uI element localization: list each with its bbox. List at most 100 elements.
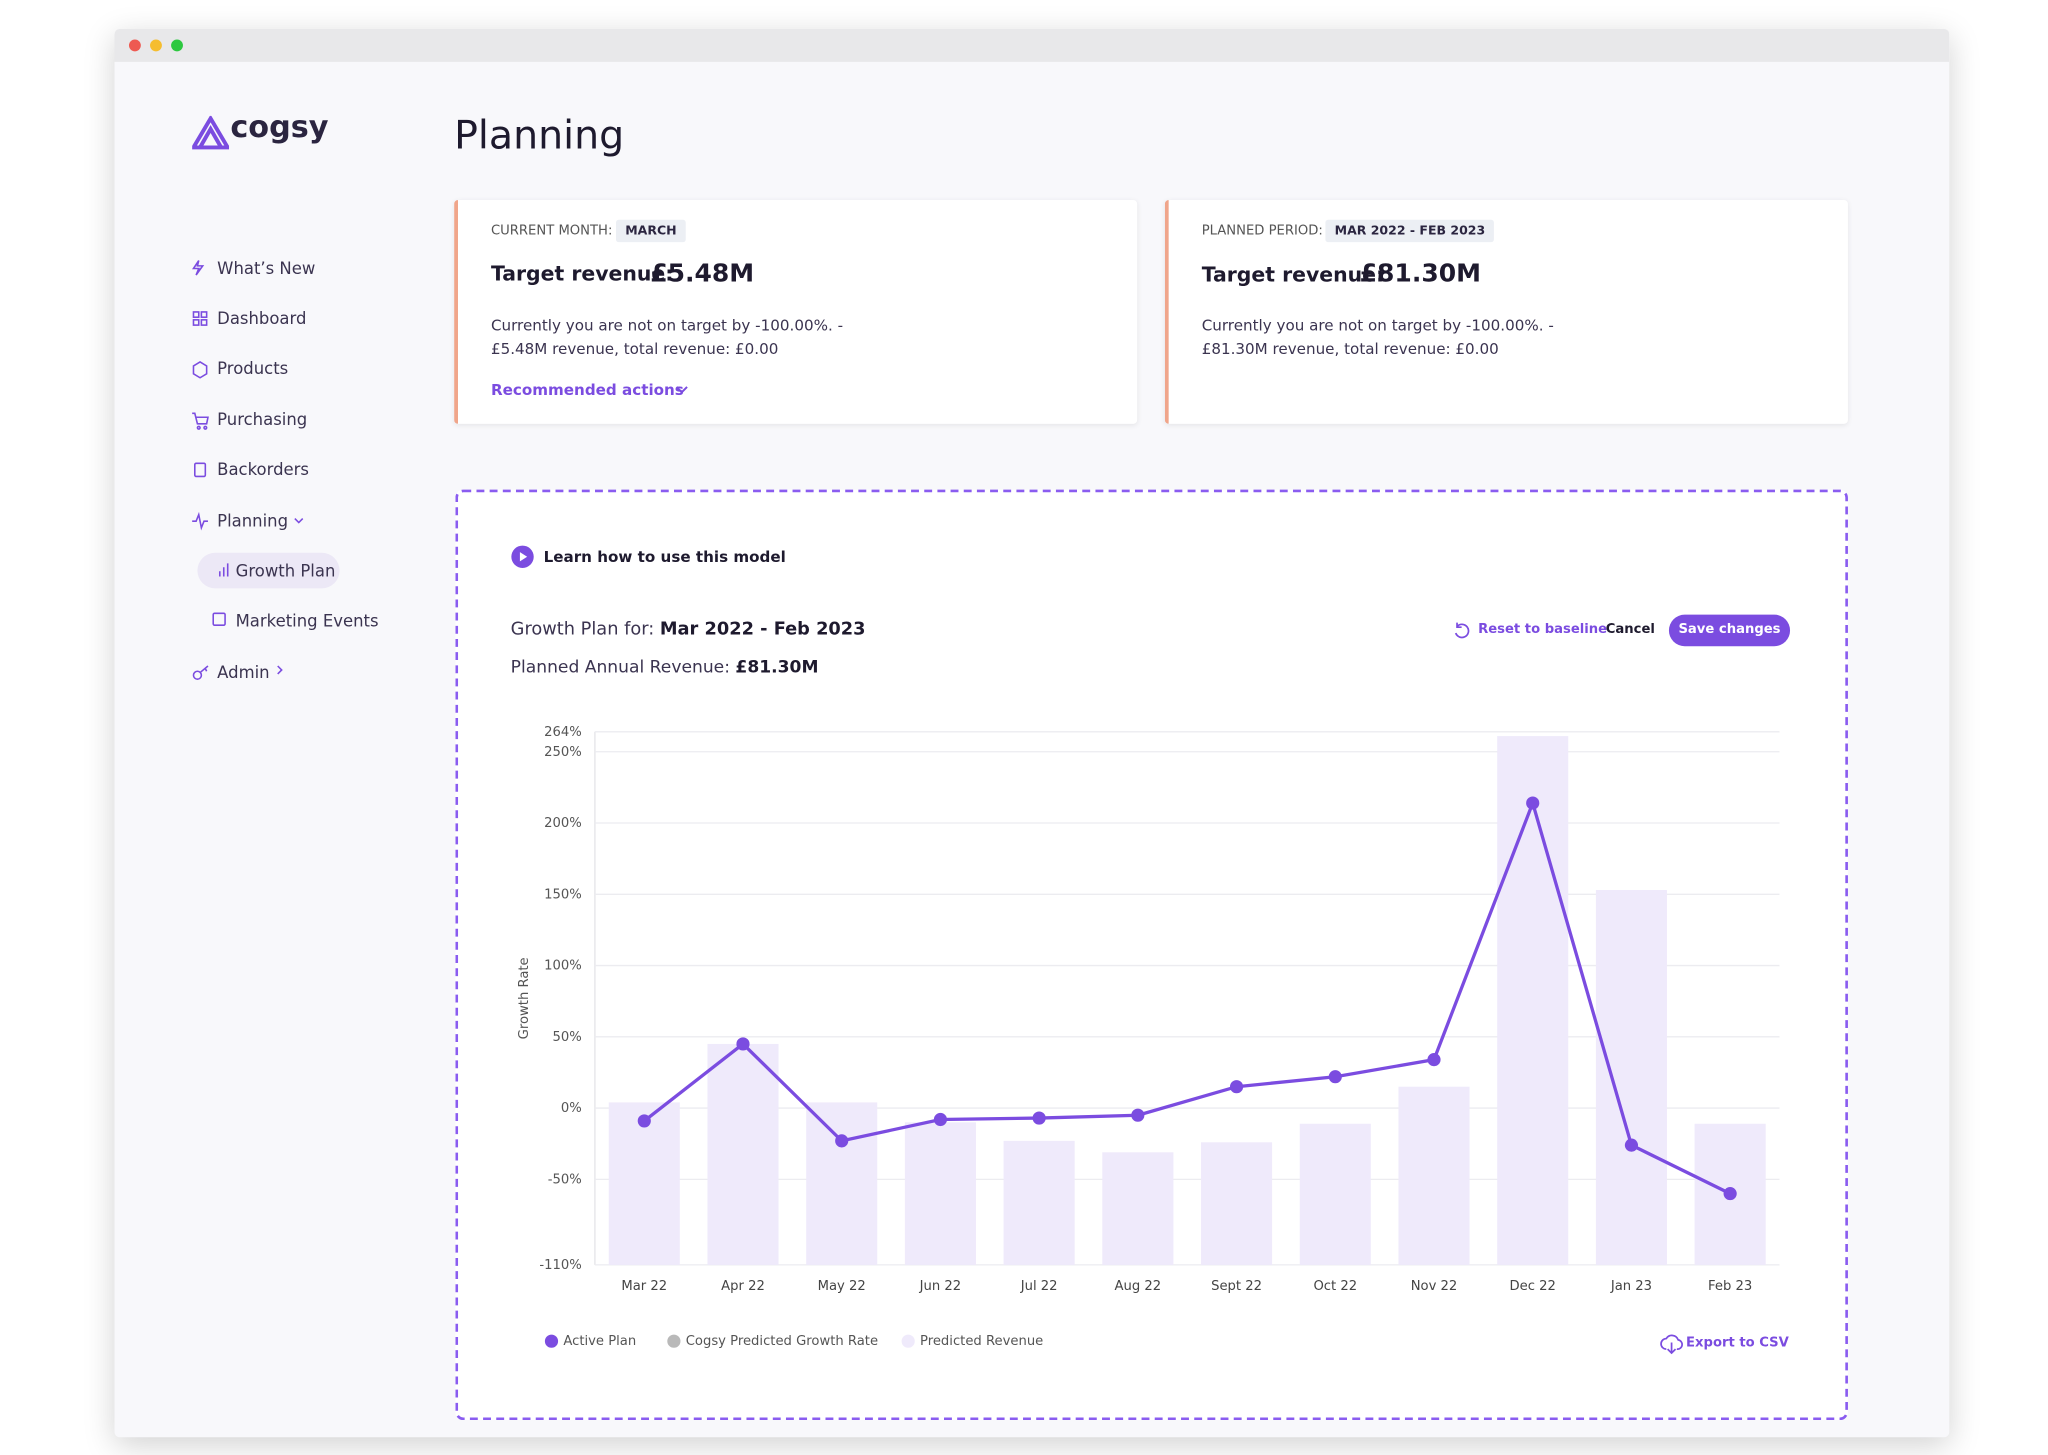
plan-period: Mar 2022 - Feb 2023	[659, 618, 866, 640]
annual-label: Planned Annual Revenue:	[510, 658, 730, 678]
bar	[1398, 1086, 1470, 1265]
chevron	[675, 386, 688, 394]
bar	[1497, 736, 1569, 1265]
x-tick-label: Sept 22	[1211, 1279, 1262, 1294]
card	[454, 200, 1138, 424]
legend-marker	[544, 1334, 559, 1348]
nav-item[interactable]: Planning	[217, 510, 289, 531]
play-icon[interactable]	[511, 545, 535, 569]
y-tick-label: 50%	[553, 1030, 582, 1045]
nav-item[interactable]: Admin	[217, 662, 270, 682]
x-tick-label: Aug 22	[1115, 1279, 1162, 1294]
card-label: PLANNED PERIOD:	[1201, 223, 1323, 239]
nav-item[interactable]: Marketing Events	[235, 610, 379, 631]
cancel-button[interactable]: Cancel	[1605, 622, 1655, 638]
x-tick-label: May 22	[818, 1279, 866, 1294]
close-button[interactable]	[128, 39, 141, 52]
target-label: Target revenue:	[1201, 263, 1385, 287]
maximize-button[interactable]	[171, 39, 183, 52]
legend-label: Active Plan	[563, 1334, 636, 1349]
reset-button[interactable]: Reset to baseline	[1478, 622, 1608, 638]
card-badge: MARCH	[615, 219, 686, 243]
export-icon	[1660, 1334, 1683, 1355]
target-label: Target revenue:	[490, 261, 674, 286]
card-text: Currently you are not on target by -100.…	[490, 315, 844, 335]
card-text: Currently you are not on target by -100.…	[1201, 315, 1554, 335]
legend-marker	[901, 1334, 915, 1348]
card	[1164, 200, 1848, 424]
logo-icon	[192, 115, 230, 150]
nav-item[interactable]: Backorders	[217, 459, 309, 480]
point	[736, 1037, 750, 1051]
export-button[interactable]: Export to CSV	[1686, 1335, 1789, 1351]
card-badge: MAR 2022 - FEB 2023	[1325, 219, 1495, 243]
logo-text: cogsy	[230, 110, 329, 145]
bar	[1595, 890, 1667, 1265]
x-tick-label: Feb 23	[1708, 1279, 1752, 1294]
x-tick-label: Nov 22	[1411, 1279, 1458, 1294]
plan-label: Growth Plan for:	[510, 618, 655, 640]
card-text: £5.48M revenue, total revenue: £0.00	[490, 339, 779, 359]
point	[835, 1134, 849, 1148]
y-tick-label: 200%	[544, 816, 582, 831]
page-title: Planning	[454, 113, 625, 160]
bar	[707, 1043, 779, 1265]
point	[933, 1112, 948, 1127]
annual-value: £81.30M	[735, 658, 819, 678]
card-text: £81.30M revenue, total revenue: £0.00	[1201, 339, 1499, 359]
target-value: £5.48M	[650, 259, 755, 289]
plan-heading: Growth Plan for: Mar 2022 - Feb 2023	[511, 619, 866, 640]
x-tick-label: Jul 22	[1020, 1279, 1058, 1294]
bar	[806, 1102, 878, 1265]
nav-item[interactable]: Products	[217, 358, 289, 378]
x-tick-label: Jan 23	[1610, 1279, 1652, 1294]
learn-link[interactable]: Learn how to use this model	[543, 547, 786, 566]
card-label: CURRENT MONTH:	[490, 223, 613, 239]
nav-item[interactable]: Dashboard	[217, 307, 307, 328]
point	[1624, 1138, 1639, 1152]
bar	[904, 1122, 976, 1265]
x-tick-label: Jun 22	[919, 1279, 961, 1294]
nav-icons	[192, 260, 304, 680]
save-button[interactable]: Save changes	[1668, 614, 1791, 647]
legend-label: Predicted Revenue	[920, 1334, 1043, 1349]
nav-item[interactable]: What’s New	[217, 257, 316, 278]
reset-icon	[1454, 622, 1470, 639]
y-tick-label: 264%	[544, 725, 582, 740]
y-tick-label: -50%	[548, 1172, 582, 1187]
point	[1229, 1080, 1244, 1094]
nav-item[interactable]: Purchasing	[217, 409, 308, 430]
recommended-actions[interactable]: Recommended actions	[490, 380, 684, 399]
point	[637, 1114, 651, 1128]
point	[1723, 1187, 1737, 1201]
legend-label: Cogsy Predicted Growth Rate	[686, 1334, 878, 1349]
nav-item[interactable]: Growth Plan	[235, 560, 336, 581]
point	[1328, 1070, 1342, 1084]
target-value: £81.30M	[1359, 259, 1482, 289]
y-tick-label: 150%	[544, 887, 582, 902]
point	[1032, 1111, 1046, 1125]
point	[1526, 796, 1540, 810]
point	[1131, 1108, 1145, 1122]
y-tick-label: 250%	[544, 745, 582, 760]
x-tick-label: Apr 22	[721, 1279, 765, 1294]
y-tick-label: 0%	[561, 1101, 582, 1116]
point	[1427, 1053, 1441, 1067]
x-tick-label: Mar 22	[621, 1279, 667, 1294]
minimize-button[interactable]	[150, 39, 162, 52]
annual-heading: Planned Annual Revenue: £81.30M	[511, 658, 819, 678]
bar	[1299, 1123, 1371, 1265]
bar	[1003, 1140, 1075, 1265]
x-tick-label: Oct 22	[1313, 1279, 1357, 1294]
y-tick-label: 100%	[544, 959, 582, 974]
legend-marker	[667, 1334, 681, 1348]
y-axis-label: Growth Rate	[517, 957, 532, 1039]
x-tick-label: Dec 22	[1510, 1279, 1556, 1294]
line	[643, 797, 1731, 1196]
active-pill	[197, 552, 340, 589]
bar	[1102, 1152, 1174, 1265]
bar	[608, 1102, 680, 1265]
